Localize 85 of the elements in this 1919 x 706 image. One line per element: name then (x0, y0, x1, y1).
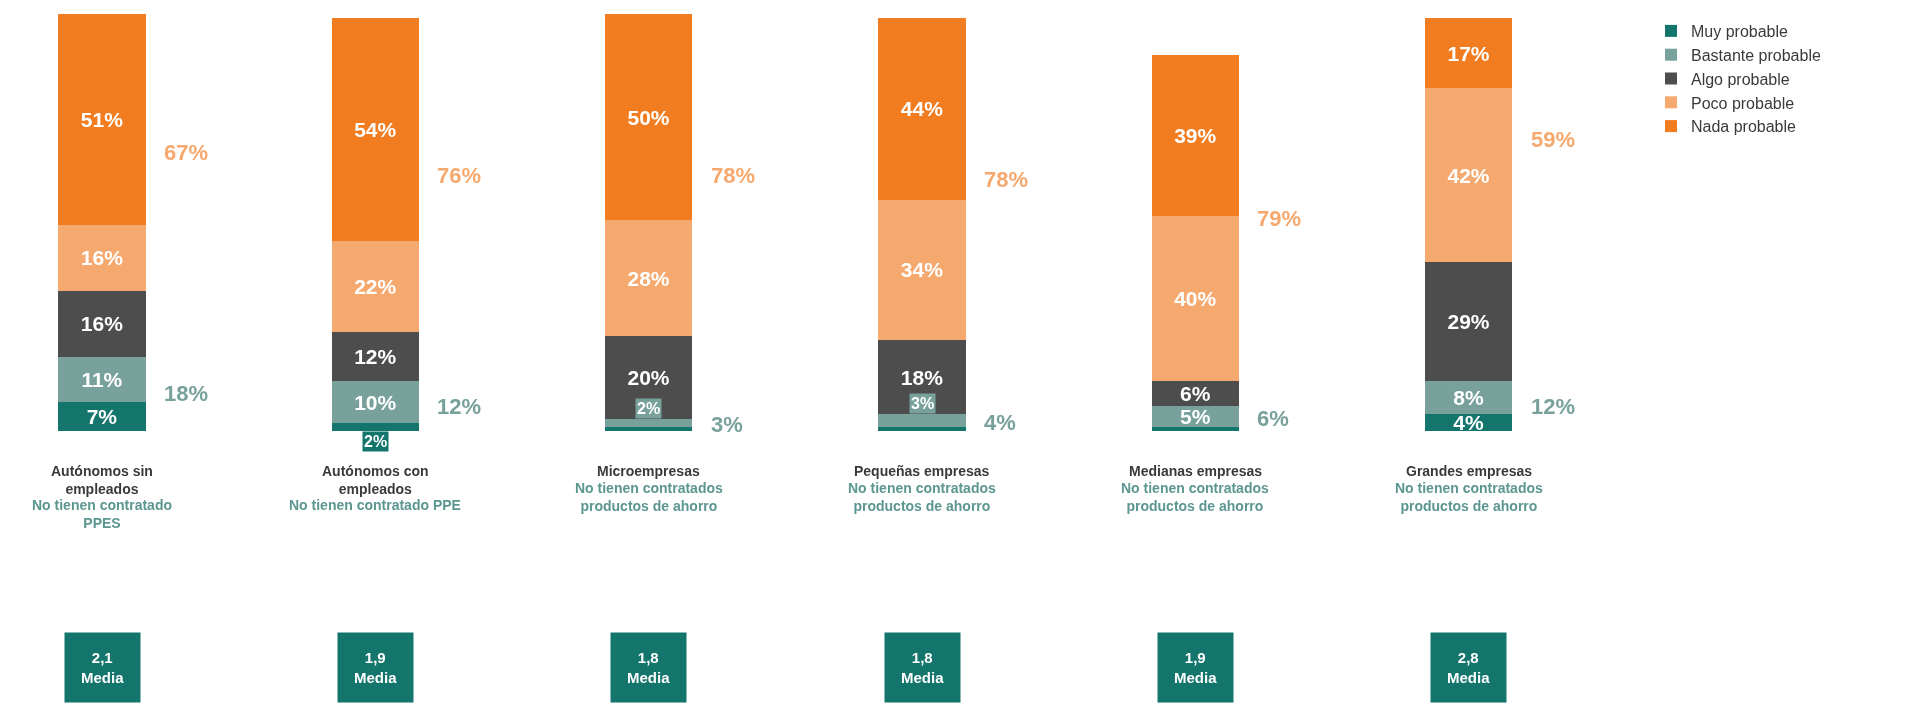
legend-label: Bastante probable (1690, 46, 1821, 64)
text: 2,1 Media (81, 649, 125, 686)
data-label: 10% (354, 390, 397, 414)
annotation: 67% (164, 140, 209, 165)
data-label: 50% (627, 105, 670, 129)
bar (604, 336, 693, 419)
bar (1424, 88, 1513, 262)
data-label: 6% (1180, 382, 1211, 406)
annotation: 12% (437, 394, 482, 419)
x-tick-label: Grandes empresas (1406, 463, 1533, 479)
legend-label: Algo probable (1690, 70, 1790, 88)
data-label: 22% (354, 274, 397, 298)
bar (1424, 261, 1513, 382)
text: No tienen contratado PPE (289, 497, 461, 513)
bar (58, 290, 146, 357)
bar (331, 381, 420, 423)
data-label: 51% (80, 107, 124, 131)
data-label: 44% (900, 97, 944, 121)
data-label: 3% (911, 395, 935, 412)
annotation: 4% (984, 410, 1016, 435)
legend-label: Nada probable (1690, 118, 1797, 136)
data-label: 7% (86, 405, 118, 429)
data-label: 17% (1447, 41, 1490, 65)
text: No tienen contratados productos de ahorro (1121, 480, 1270, 515)
x-tick-label: Microempresas (597, 463, 700, 479)
data-label: 16% (80, 312, 124, 336)
data-label: 40% (1174, 287, 1217, 311)
data-label: 16% (80, 246, 124, 270)
annotation: 6% (1257, 406, 1289, 431)
text: 2,8 Media (1447, 649, 1491, 686)
x-tick-label: Autónomos con empleados (322, 463, 429, 498)
x-tick-label: Pequeñas empresas (854, 463, 990, 479)
data-label: 8% (1453, 386, 1484, 410)
annotation: 76% (437, 163, 482, 188)
bar (878, 199, 966, 341)
bar (1151, 216, 1240, 382)
bar (604, 220, 693, 337)
bar (1151, 55, 1240, 217)
annotation: 3% (711, 412, 743, 437)
annotation: 78% (711, 163, 756, 188)
data-label: 12% (354, 345, 397, 369)
legend-label: Poco probable (1690, 94, 1795, 112)
text: 1,9 Media (1174, 649, 1218, 686)
data-label: 34% (900, 258, 944, 282)
annotation: 12% (1531, 394, 1576, 419)
text: 1,9 Media (354, 649, 398, 686)
bar (878, 426, 966, 431)
text: No tienen contratado PPES (32, 497, 173, 532)
bar (878, 340, 966, 415)
text: No tienen contratados productos de ahorro (848, 480, 997, 515)
annotation: 79% (1257, 206, 1302, 231)
data-label: 5% (1180, 405, 1211, 429)
annotation: 59% (1531, 127, 1576, 152)
bar (1151, 426, 1240, 431)
data-label: 29% (1447, 310, 1490, 334)
bar (58, 356, 146, 403)
bar (58, 402, 146, 431)
bar (331, 18, 420, 242)
bar (58, 224, 146, 291)
data-label: 39% (1174, 124, 1217, 148)
data-label: 11% (81, 367, 123, 391)
annotation: 18% (164, 381, 209, 406)
data-label: 2% (637, 400, 661, 417)
data-label: 18% (900, 365, 944, 389)
text: 1,8 Media (627, 649, 671, 686)
data-label: 28% (627, 266, 670, 290)
bar (878, 18, 966, 200)
annotation: 78% (984, 167, 1029, 192)
bar (1424, 18, 1513, 89)
x-tick-label: Autónomos sin empleados (51, 463, 153, 498)
bar (604, 14, 693, 221)
text: 1,8 Media (901, 649, 945, 686)
text: No tienen contratados productos de ahorro (1395, 480, 1544, 515)
data-label: 42% (1447, 163, 1490, 187)
bar (331, 241, 420, 332)
bar (331, 331, 420, 382)
x-tick-label: Medianas empresas (1129, 463, 1263, 479)
legend-label: Muy probable (1690, 23, 1789, 41)
bar (58, 14, 146, 225)
data-label: 4% (1453, 411, 1484, 435)
data-label: 2% (364, 433, 388, 450)
data-label: 20% (627, 365, 670, 389)
data-label: 54% (354, 118, 397, 142)
bar (604, 426, 693, 431)
text: No tienen contratados productos de ahorro (575, 480, 724, 515)
